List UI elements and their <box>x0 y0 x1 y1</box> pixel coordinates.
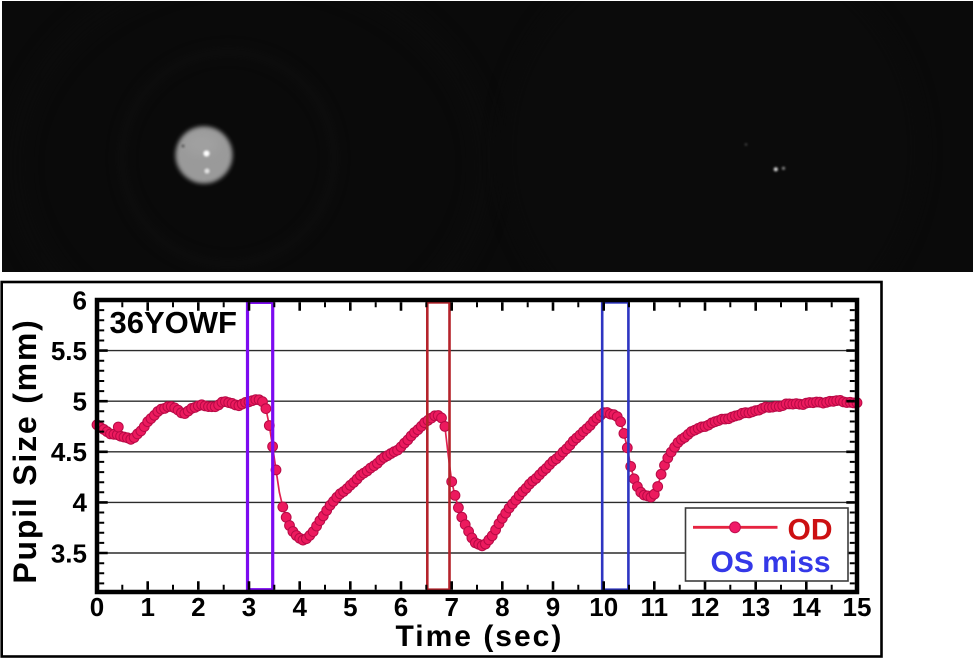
svg-text:6: 6 <box>73 285 87 315</box>
svg-text:15: 15 <box>843 592 872 622</box>
svg-text:7: 7 <box>444 592 458 622</box>
svg-text:2: 2 <box>191 592 205 622</box>
svg-text:6: 6 <box>394 592 408 622</box>
svg-text:4.5: 4.5 <box>51 437 87 467</box>
svg-text:3: 3 <box>242 592 256 622</box>
svg-text:5.5: 5.5 <box>51 336 87 366</box>
svg-text:9: 9 <box>546 592 560 622</box>
svg-text:OD: OD <box>788 514 833 547</box>
svg-text:0: 0 <box>90 592 104 622</box>
svg-text:5: 5 <box>73 387 87 417</box>
svg-text:12: 12 <box>691 592 720 622</box>
svg-text:13: 13 <box>741 592 770 622</box>
svg-text:36YOWF: 36YOWF <box>110 305 237 340</box>
svg-text:4: 4 <box>292 592 307 622</box>
svg-text:14: 14 <box>792 592 821 622</box>
svg-text:3.5: 3.5 <box>51 538 87 568</box>
svg-text:5: 5 <box>343 592 357 622</box>
svg-text:OS miss: OS miss <box>711 546 831 579</box>
svg-text:11: 11 <box>641 592 669 622</box>
svg-text:Time (sec): Time (sec) <box>396 620 564 653</box>
svg-text:Pupil Size (mm): Pupil Size (mm) <box>7 318 43 583</box>
svg-text:1: 1 <box>140 592 154 622</box>
svg-text:10: 10 <box>589 592 618 622</box>
svg-text:4: 4 <box>73 488 88 518</box>
svg-text:8: 8 <box>495 592 509 622</box>
